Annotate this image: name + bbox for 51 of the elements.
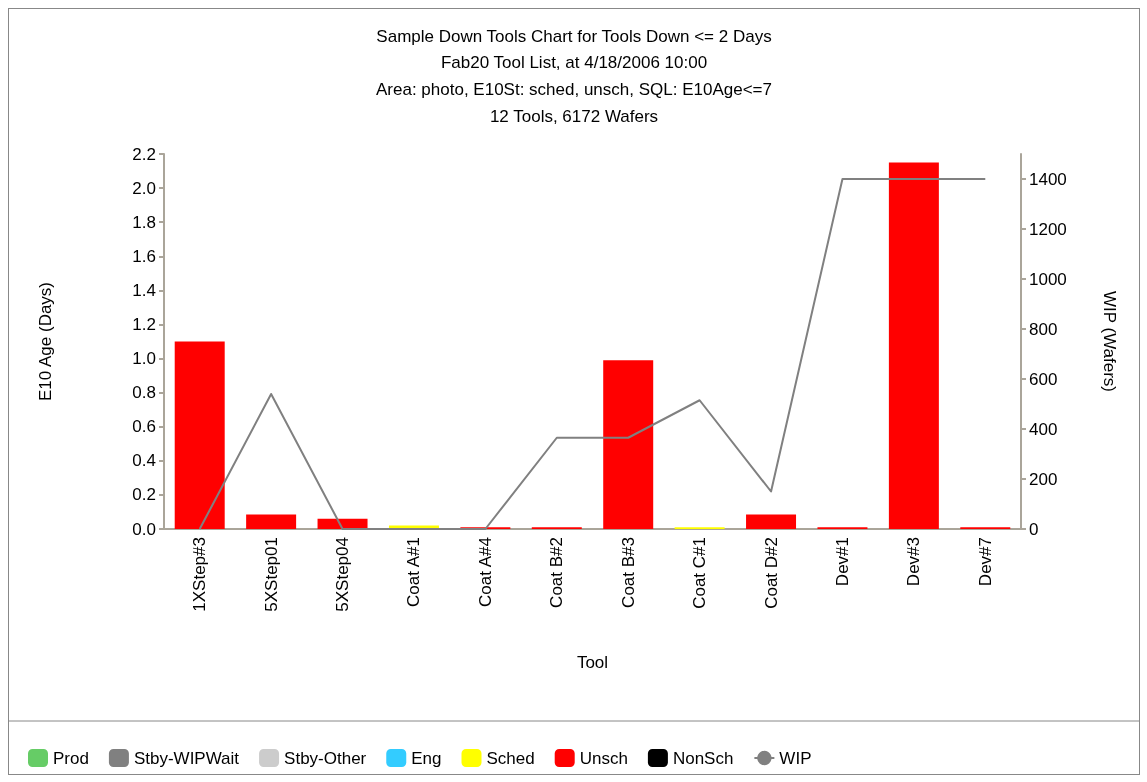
y-tick-label: 1.0: [132, 349, 156, 369]
chart-title: Sample Down Tools Chart for Tools Down <= 2 Days: [376, 27, 772, 46]
y-tick-label: 1.8: [132, 212, 156, 232]
bar: [174, 341, 225, 529]
y-tick-label: 2.2: [132, 144, 156, 164]
y-tick-label: 0.0: [132, 519, 156, 539]
y-tick-label: 1.6: [132, 246, 156, 266]
y2-tick-label: 800: [1029, 319, 1058, 339]
bar: [888, 162, 939, 529]
x-tick-label: Coat B#3: [618, 537, 638, 608]
y2-tick-label: 0: [1029, 519, 1039, 539]
legend-label: Prod: [53, 748, 89, 768]
x-tick-label: Coat B#2: [547, 537, 567, 608]
x-tick-label: 1XStep#3: [190, 537, 210, 612]
bar: [246, 514, 297, 529]
x-tick-label: 5XStep04: [333, 537, 353, 612]
y2-tick-label: 1400: [1029, 169, 1067, 189]
x-tick-label: Coat A#1: [404, 537, 424, 607]
y2-tick-label: 1000: [1029, 269, 1067, 289]
legend-label: Eng: [411, 748, 442, 768]
legend-label: WIP: [779, 748, 812, 768]
x-tick-label: Dev#7: [975, 537, 995, 587]
x-tick-label: 5XStep01: [261, 537, 281, 612]
y-tick-label: 2.0: [132, 178, 156, 198]
y-tick-label: 0.6: [132, 417, 156, 437]
y-tick-label: 1.4: [132, 280, 156, 300]
y2-tick-label: 400: [1029, 419, 1058, 439]
x-tick-label: Coat A#4: [475, 537, 495, 607]
y-tick-label: 0.8: [132, 383, 156, 403]
x-axis-title: Tool: [576, 653, 609, 672]
y-tick-label: 0.2: [132, 485, 156, 505]
y-tick-label: 1.2: [132, 314, 156, 334]
x-tick-label: Dev#3: [904, 537, 924, 587]
x-tick-label: Dev#1: [832, 537, 852, 587]
bar: [603, 360, 654, 529]
y-tick-label: 0.4: [132, 451, 156, 471]
legend-label: Stby-WIPWait: [133, 748, 240, 768]
legend-label: Stby-Other: [284, 748, 367, 768]
y2-axis-title: WIP (Wafers): [1100, 290, 1119, 393]
legend-label: Unsch: [579, 748, 628, 768]
line-series: [198, 178, 987, 530]
y2-tick-label: 1200: [1029, 219, 1067, 239]
y-axis-title: E10 Age (Days): [36, 281, 55, 402]
chart-subtitle: Fab20 Tool List, at 4/18/2006 10:00 Area: photo, E10St: sched, unsch, SQL: E10Age<=7 12 Tools, 6172 Wafers: [376, 53, 772, 126]
y2-tick-label: 200: [1029, 469, 1058, 489]
y2-tick-label: 600: [1029, 369, 1058, 389]
legend-label: NonSch: [672, 748, 734, 768]
legend-label: Sched: [486, 748, 535, 768]
x-tick-label: Coat C#1: [690, 537, 710, 609]
bar: [746, 514, 797, 529]
x-tick-label: Coat D#2: [761, 537, 781, 609]
